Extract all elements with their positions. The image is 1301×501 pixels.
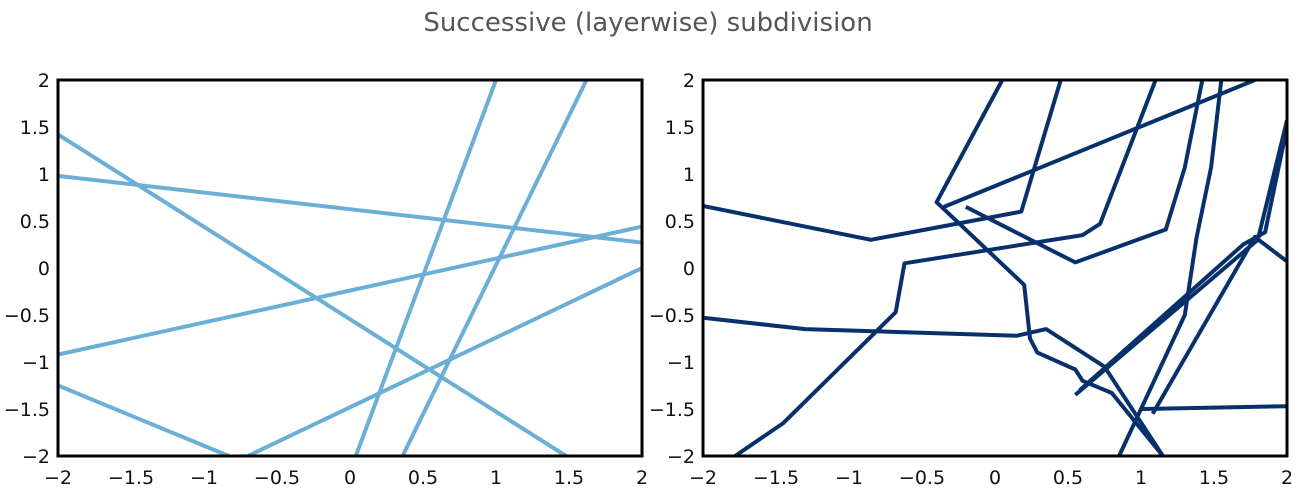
series-line-11 xyxy=(1078,126,1287,392)
x-tick-label: −0.5 xyxy=(899,467,945,489)
y-tick-label: −1.5 xyxy=(4,399,50,421)
x-tick-label: 2 xyxy=(636,467,648,489)
series-line-5 xyxy=(246,266,642,456)
y-tick-label: 0 xyxy=(38,258,50,280)
x-tick-label: 0 xyxy=(344,467,356,489)
y-tick-label: −0.5 xyxy=(4,305,50,327)
series-line-5 xyxy=(964,80,1205,265)
series-line-7 xyxy=(1140,404,1287,411)
x-tick-label: −2 xyxy=(44,467,72,489)
x-tick-label: −1 xyxy=(190,467,218,489)
series-line-7 xyxy=(400,80,589,456)
series-line-9 xyxy=(943,80,1256,209)
series-line-3 xyxy=(58,224,642,357)
y-tick-label: −2 xyxy=(667,446,695,468)
series-line-6 xyxy=(1117,80,1224,456)
series-group xyxy=(703,80,1287,456)
x-tick-label: 1 xyxy=(1135,467,1147,489)
x-tick-label: 1 xyxy=(490,467,502,489)
y-tick-label: 2 xyxy=(683,70,695,92)
y-tick-label: −1 xyxy=(667,352,695,374)
x-tick-label: 0.5 xyxy=(408,467,438,489)
y-tick-label: −1 xyxy=(22,352,50,374)
left-panel: −2 −1.5 −1 −0.5 0 0.5 1 1.5 2 −2 −1.5 −1 −0.5 0 0.5 1 1.… xyxy=(4,70,648,489)
y-tick-label: 1.5 xyxy=(20,117,50,139)
y-tick-label: 0.5 xyxy=(665,211,695,233)
series-line-2 xyxy=(703,315,1165,456)
x-tick-label: −1.5 xyxy=(108,467,154,489)
x-tick-label: 0.5 xyxy=(1053,467,1083,489)
series-line-3 xyxy=(733,80,1158,456)
x-tick-label: 0 xyxy=(989,467,1001,489)
y-tick-label: −0.5 xyxy=(649,305,695,327)
x-tick-label: −1 xyxy=(835,467,863,489)
x-tick-label: 2 xyxy=(1281,467,1293,489)
y-tick-label: −1.5 xyxy=(649,399,695,421)
series-line-10 xyxy=(1074,119,1287,397)
series-line-4 xyxy=(58,383,230,456)
series-line-4 xyxy=(934,80,1165,456)
series-group xyxy=(58,80,642,456)
y-tick-label: 1.5 xyxy=(665,117,695,139)
x-tick-label: −1.5 xyxy=(753,467,799,489)
y-tick-label: 1 xyxy=(683,164,695,186)
x-tick-label: 1.5 xyxy=(1199,467,1229,489)
plot-frame xyxy=(701,78,1289,458)
plot-frame xyxy=(56,78,644,458)
x-tick-label: 1.5 xyxy=(554,467,584,489)
y-tick-label: 0 xyxy=(683,258,695,280)
series-line-1 xyxy=(703,80,1063,242)
x-tick-label: −2 xyxy=(689,467,717,489)
series-line-6 xyxy=(353,80,498,456)
figure-title: Successive (layerwise) subdivision xyxy=(423,8,872,38)
x-tick-label: −0.5 xyxy=(254,467,300,489)
y-tick-label: 2 xyxy=(38,70,50,92)
series-line-1 xyxy=(58,132,568,456)
series-line-2 xyxy=(58,173,642,245)
y-tick-label: 1 xyxy=(38,164,50,186)
y-tick-label: −2 xyxy=(22,446,50,468)
y-tick-label: 0.5 xyxy=(20,211,50,233)
right-panel: −2 −1.5 −1 −0.5 0 0.5 1 1.5 2 −2 −1.5 −1 −0.5 0 0.5 1 1.… xyxy=(649,70,1293,489)
